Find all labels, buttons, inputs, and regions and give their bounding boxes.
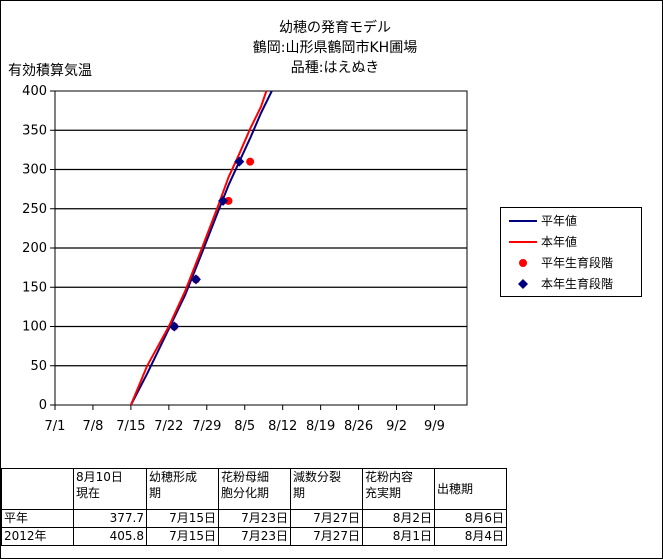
legend-label: 平年値 [541, 214, 578, 228]
legend-item-current-line: 本年値 [509, 232, 577, 252]
chart-subtitle-location: 鶴岡:山形県鶴岡市KH圃場 [252, 40, 418, 56]
table-header-cell: 花粉内容 充実期 [362, 468, 435, 510]
table-header-cell: 減数分裂 期 [290, 468, 363, 510]
table-cell: 8月1日 [362, 527, 435, 546]
growth-stage-table: 8月10日 現在 幼穂形成 期 花粉母細 胞分化期 減数分裂 期 花粉内容 充実… [1, 468, 507, 546]
table-row-label: 平年 [1, 509, 74, 528]
table-cell: 7月27日 [290, 509, 363, 528]
marker-diamond [234, 156, 245, 167]
y-tick-label: 200 [22, 241, 47, 256]
x-tick-label: 9/2 [386, 419, 407, 434]
legend: 平年値 本年値 平年生育段階 本年生育段階 [500, 207, 642, 297]
table-row: 平年 377.7 7月15日 7月23日 7月27日 8月2日 8月6日 [1, 509, 507, 528]
table-row-label: 2012年 [1, 527, 74, 546]
legend-line-swatch-navy [509, 211, 537, 231]
chart-title: 幼穂の発育モデル [279, 20, 391, 36]
table-header-cell: 幼穂形成 期 [146, 468, 219, 510]
table-cell: 377.7 [73, 509, 147, 528]
marker-circle [246, 157, 255, 166]
table-cell: 405.8 [73, 527, 147, 546]
legend-item-normal-stage: 平年生育段階 [509, 253, 613, 273]
x-tick-label: 8/19 [306, 419, 335, 434]
marker-circle [224, 196, 233, 205]
legend-circle-marker-icon [509, 253, 537, 273]
chart-subtitle-variety: 品種:はえぬき [290, 60, 380, 76]
legend-label: 本年値 [541, 235, 578, 249]
series-line-1 [129, 90, 268, 406]
y-tick-label: 400 [22, 84, 47, 99]
y-axis-label: 有効積算気温 [8, 63, 92, 79]
table-header-row: 8月10日 現在 幼穂形成 期 花粉母細 胞分化期 減数分裂 期 花粉内容 充実… [1, 468, 507, 510]
y-tick-label: 150 [22, 280, 47, 295]
table-cell: 7月27日 [290, 527, 363, 546]
legend-item-current-stage: 本年生育段階 [509, 274, 613, 294]
table-cell: 8月4日 [434, 527, 507, 546]
x-tick-label: 8/26 [344, 419, 373, 434]
table-cell: 7月15日 [146, 527, 219, 546]
legend-label: 平年生育段階 [541, 256, 614, 270]
x-tick-label: 8/5 [234, 419, 255, 434]
x-tick-label: 9/9 [424, 419, 445, 434]
legend-label: 本年生育段階 [541, 277, 614, 291]
y-tick-label: 50 [30, 359, 47, 374]
legend-diamond-marker-icon [509, 274, 537, 294]
x-tick-label: 7/22 [154, 419, 183, 434]
marker-diamond [190, 274, 201, 285]
x-tick-label: 7/8 [82, 419, 103, 434]
legend-item-normal-line: 平年値 [509, 211, 577, 231]
table-cell: 7月23日 [218, 527, 291, 546]
marker-diamond [169, 321, 180, 332]
line-chart: 0 50 100 150 200 250 300 350 400 7/1 7/8 7/15 7/22 7/… [22, 84, 468, 434]
table-header-cell: 出穂期 [434, 468, 507, 510]
table-cell: 8月6日 [434, 509, 507, 528]
x-tick-label: 7/1 [45, 419, 66, 434]
series-line-0 [130, 90, 273, 406]
y-tick-label: 250 [22, 202, 47, 217]
table-cell: 7月15日 [146, 509, 219, 528]
table-header-cell: 8月10日 現在 [73, 468, 147, 510]
table-header-cell [1, 468, 74, 510]
y-tick-label: 300 [22, 163, 47, 178]
x-tick-label: 7/29 [192, 419, 221, 434]
table-row: 2012年 405.8 7月15日 7月23日 7月27日 8月1日 8月4日 [1, 527, 507, 546]
x-tick-label: 8/12 [268, 419, 297, 434]
legend-line-swatch-red [509, 232, 537, 252]
y-tick-label: 0 [39, 398, 47, 413]
table-header-cell: 花粉母細 胞分化期 [218, 468, 291, 510]
y-tick-label: 100 [22, 320, 47, 335]
y-tick-label: 350 [22, 123, 47, 138]
table-cell: 7月23日 [218, 509, 291, 528]
table-cell: 8月2日 [362, 509, 435, 528]
x-tick-label: 7/15 [116, 419, 145, 434]
marker-diamond [218, 195, 229, 206]
